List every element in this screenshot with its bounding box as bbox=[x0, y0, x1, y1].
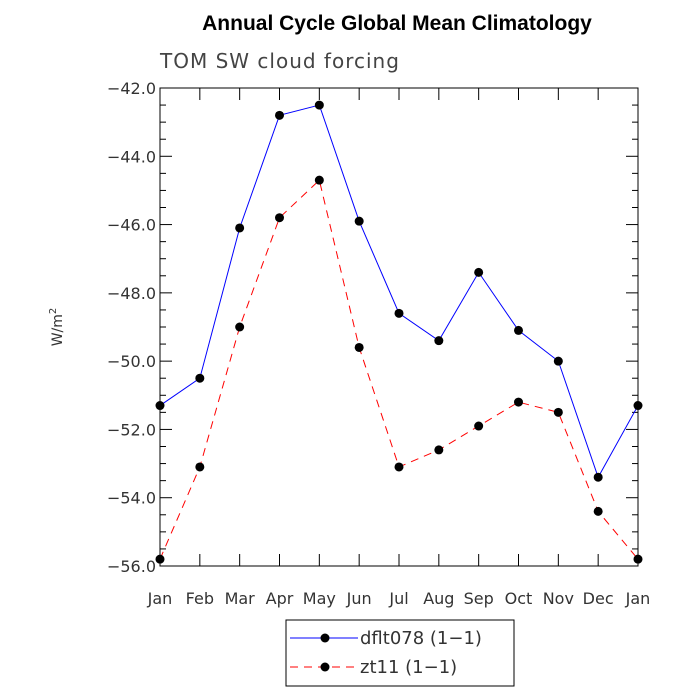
series-0 bbox=[155, 100, 643, 482]
x-tick-label: Sep bbox=[464, 589, 494, 608]
chart-title: Annual Cycle Global Mean Climatology bbox=[202, 12, 592, 35]
data-point bbox=[553, 356, 563, 366]
data-point bbox=[155, 554, 165, 564]
data-point bbox=[354, 342, 364, 352]
legend-label-dflt078: dflt078 (1−1) bbox=[360, 628, 482, 649]
data-point bbox=[155, 401, 165, 411]
data-point bbox=[474, 267, 484, 277]
x-tick-label: Feb bbox=[186, 589, 214, 608]
legend-label-zt11: zt11 (1−1) bbox=[360, 657, 457, 678]
y-tick-label: −48.0 bbox=[107, 284, 156, 303]
data-point bbox=[354, 216, 364, 226]
data-point bbox=[593, 472, 603, 482]
x-tick-label: Dec bbox=[583, 589, 614, 608]
data-point bbox=[593, 506, 603, 516]
data-point bbox=[235, 223, 245, 233]
legend-box bbox=[285, 619, 515, 687]
x-tick-label: Aug bbox=[423, 589, 454, 608]
legend-marker-dflt078 bbox=[320, 633, 330, 643]
y-tick-labels: −42.0 −44.0 −46.0 −48.0 −50.0 −52.0 −54.0 −56.0 bbox=[107, 79, 156, 576]
data-point bbox=[314, 175, 324, 185]
data-point bbox=[553, 407, 563, 417]
x-tick-label: Jan bbox=[625, 589, 651, 608]
data-point bbox=[235, 322, 245, 332]
y-tick-label: −54.0 bbox=[107, 489, 156, 508]
x-tick-label: Jan bbox=[147, 589, 173, 608]
x-tick-label: Nov bbox=[543, 589, 574, 608]
y-tick-label: −46.0 bbox=[107, 216, 156, 235]
x-tick-label: Mar bbox=[225, 589, 256, 608]
series-line bbox=[159, 179, 639, 560]
y-tick-label: −56.0 bbox=[107, 557, 156, 576]
data-point bbox=[474, 421, 484, 431]
data-point bbox=[275, 110, 284, 120]
legend: dflt078 (1−1) zt11 (1−1) bbox=[285, 619, 515, 687]
legend-marker-zt11 bbox=[320, 662, 330, 672]
x-tick-labels: Jan Feb Mar Apr May Jun Jul Aug Sep Oct Nov Dec Jan bbox=[147, 589, 651, 608]
y-tick-label: −44.0 bbox=[107, 147, 156, 166]
data-point bbox=[434, 336, 444, 346]
series-1 bbox=[155, 175, 643, 564]
data-point bbox=[394, 308, 404, 318]
data-point bbox=[394, 462, 404, 472]
data-point bbox=[275, 213, 284, 223]
plot-frame bbox=[159, 87, 639, 567]
data-point bbox=[195, 373, 205, 383]
data-point bbox=[633, 401, 643, 411]
axis-ticks bbox=[159, 87, 639, 567]
plot-area bbox=[155, 87, 643, 567]
x-tick-label: Apr bbox=[266, 589, 294, 608]
data-point bbox=[314, 100, 324, 110]
series-line bbox=[159, 104, 639, 479]
x-tick-label: Oct bbox=[505, 589, 533, 608]
y-tick-label: −42.0 bbox=[107, 79, 156, 98]
data-point bbox=[514, 325, 523, 335]
data-point bbox=[434, 445, 444, 455]
chart-subtitle: TOM SW cloud forcing bbox=[159, 49, 400, 73]
y-tick-label: −50.0 bbox=[107, 352, 156, 371]
x-tick-label: May bbox=[303, 589, 336, 608]
series-group bbox=[155, 100, 643, 564]
data-point bbox=[633, 554, 643, 564]
data-point bbox=[514, 397, 523, 407]
x-tick-label: Jun bbox=[346, 589, 372, 608]
y-tick-label: −52.0 bbox=[107, 420, 156, 439]
data-point bbox=[195, 462, 205, 472]
y-axis-label: W/m2 bbox=[48, 308, 66, 347]
x-tick-label: Jul bbox=[388, 589, 408, 608]
